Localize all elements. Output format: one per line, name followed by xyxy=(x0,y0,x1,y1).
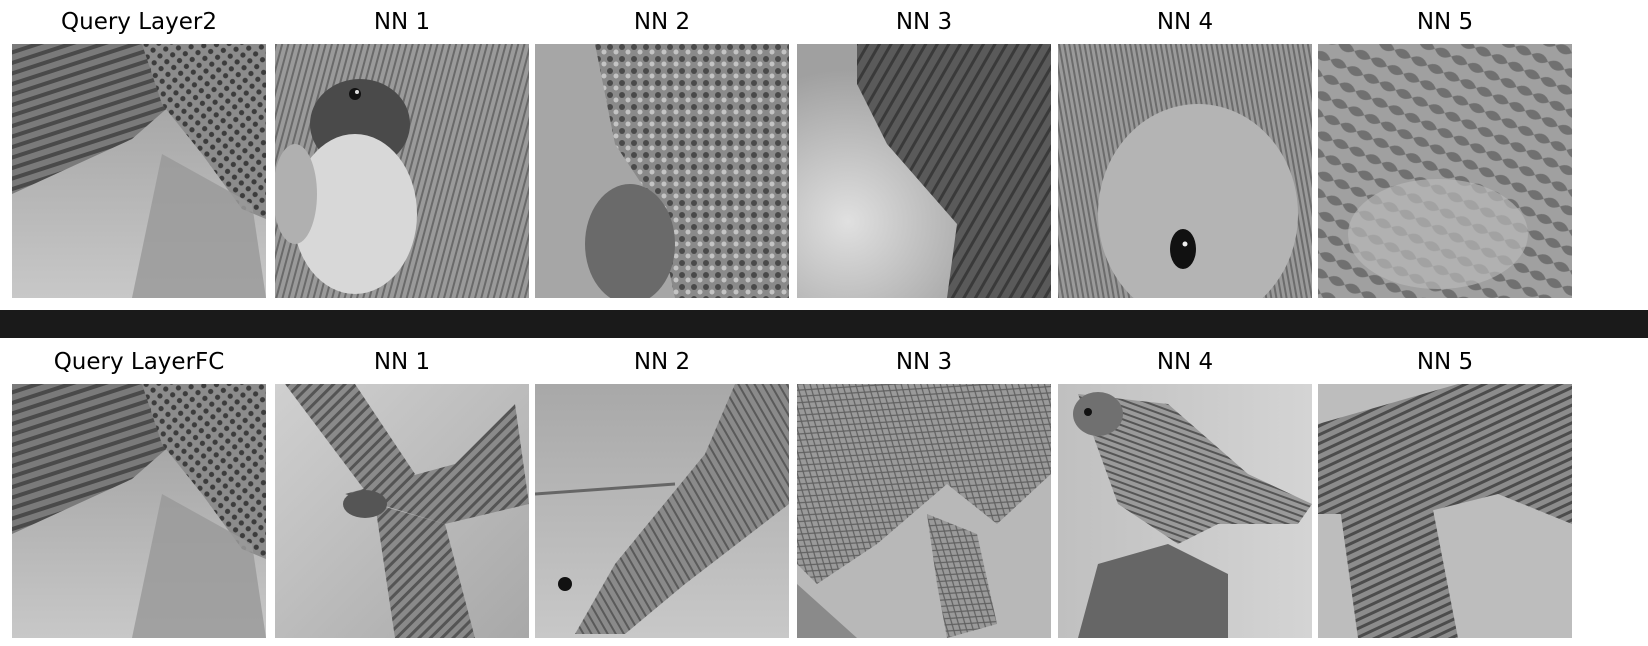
row-separator xyxy=(0,310,1648,338)
query-tile: Query Layer2 xyxy=(12,0,266,298)
tile-title: NN 5 xyxy=(1416,9,1474,35)
tile-title: NN 3 xyxy=(895,9,953,35)
nn-4-tile: NN 4 xyxy=(1058,340,1312,638)
plant-texture-image xyxy=(1318,44,1572,298)
nn-2-tile: NN 2 xyxy=(535,0,789,298)
nearest-neighbors-row-layerfc: Query LayerFC NN 1 xyxy=(0,340,1648,646)
tile-title: NN 1 xyxy=(373,9,431,35)
tile-title: NN 1 xyxy=(373,349,431,375)
dog-face-image xyxy=(275,44,529,298)
nn-3-tile: NN 3 xyxy=(797,0,1051,298)
hawk-flying-image xyxy=(275,384,529,638)
tile-title: NN 3 xyxy=(895,349,953,375)
hamster-closeup-image xyxy=(1058,44,1312,298)
nn-3-tile: NN 3 xyxy=(797,340,1051,638)
hawk-tail-closeup-image xyxy=(1318,384,1572,638)
fur-texture-image xyxy=(797,44,1051,298)
nn-4-tile: NN 4 xyxy=(1058,0,1312,298)
hawk-wing-closeup-image xyxy=(12,44,266,298)
tile-title: NN 2 xyxy=(633,349,691,375)
nn-2-tile: NN 2 xyxy=(535,340,789,638)
hawk-perched-branch-image xyxy=(535,384,789,638)
nn-1-tile: NN 1 xyxy=(275,0,529,298)
snake-coiled-image xyxy=(797,384,1051,638)
query-tile: Query LayerFC xyxy=(12,340,266,638)
hawk-wing-closeup-image xyxy=(12,384,266,638)
nn-5-tile: NN 5 xyxy=(1318,0,1572,298)
tile-title: NN 4 xyxy=(1156,9,1214,35)
tile-title: NN 2 xyxy=(633,9,691,35)
nn-5-tile: NN 5 xyxy=(1318,340,1572,638)
rodent-leaves-image xyxy=(535,44,789,298)
tile-title: Query LayerFC xyxy=(53,349,225,375)
nn-1-tile: NN 1 xyxy=(275,340,529,638)
tile-title: NN 4 xyxy=(1156,349,1214,375)
kestrel-perched-image xyxy=(1058,384,1312,638)
tile-title: Query Layer2 xyxy=(61,9,217,35)
nearest-neighbors-row-layer2: Query Layer2 NN 1 xyxy=(0,0,1648,310)
tile-title: NN 5 xyxy=(1416,349,1474,375)
